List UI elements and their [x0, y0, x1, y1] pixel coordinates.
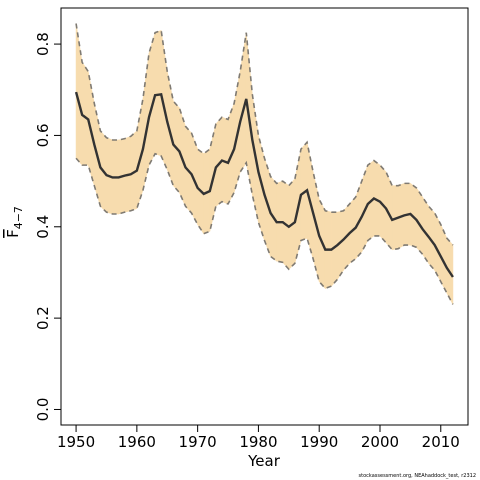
x-axis-label: Year — [247, 452, 281, 470]
x-tick-label: 1960 — [118, 433, 156, 451]
y-axis-label-group: F4−7 — [4, 206, 25, 238]
y-tick-label: 0.8 — [34, 32, 52, 56]
x-tick-label: 2000 — [361, 433, 399, 451]
y-axis-label-sub: 4−7 — [12, 206, 25, 229]
y-axis-label-main: F — [4, 229, 22, 238]
x-tick-label: 1980 — [239, 433, 277, 451]
plot-frame — [60, 7, 469, 426]
upper-bound-line — [75, 23, 454, 246]
x-tick-label: 1990 — [300, 433, 338, 451]
x-tick-label: 1970 — [179, 433, 217, 451]
confidence-band — [154, 29, 162, 157]
x-tick-label: 1950 — [57, 433, 95, 451]
lower-bound-line — [75, 152, 454, 305]
estimate-line — [74, 91, 454, 278]
y-tick-label: 0.6 — [34, 123, 52, 147]
y-tick-label: 0.0 — [34, 398, 52, 422]
y-tick-label: 0.4 — [34, 215, 52, 239]
caption: stockassessment.org, NEAhaddock_test, r2… — [359, 473, 476, 479]
y-tick-label: 0.2 — [34, 306, 52, 330]
x-tick-label: 2010 — [422, 433, 460, 451]
y-axis-label: F4−7 — [4, 206, 25, 238]
